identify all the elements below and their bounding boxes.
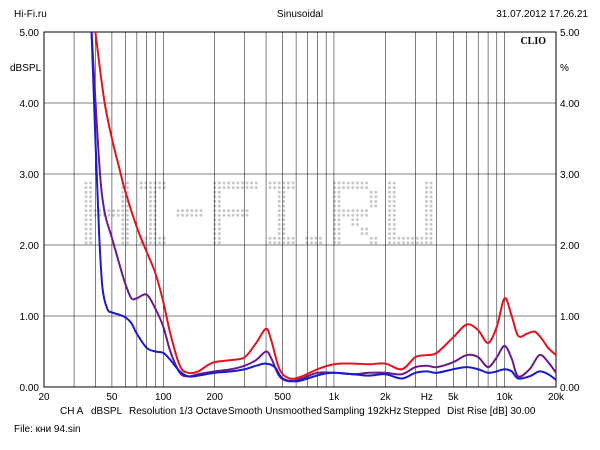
x-tick-label: 10k: [497, 392, 514, 403]
settings-label: CH A: [60, 406, 84, 417]
brand-label: CLIO: [520, 36, 546, 47]
series-line-blue: [90, 31, 557, 383]
x-tick-label: 1k: [329, 392, 341, 403]
settings-label: dBSPL: [91, 406, 123, 417]
plot-frame: [43, 31, 557, 388]
y-tick-label-right: 1.00: [560, 312, 580, 323]
file-label: File: кни 94.sin: [14, 424, 81, 435]
series-group: [90, 31, 557, 383]
y-tick-label-left: 0.00: [20, 383, 40, 394]
y-tick-label-left: 4.00: [20, 99, 40, 110]
y-tick-label-right: 4.00: [560, 99, 580, 110]
y-tick-label-right: 0.00: [560, 383, 580, 394]
settings-label: Sampling 192kHz: [323, 406, 401, 417]
settings-label: Dist Rise [dB] 30.00: [447, 406, 536, 417]
series-line-purple: [90, 31, 557, 383]
settings-label: Smooth Unsmoothed: [228, 406, 322, 417]
x-tick-label: 50: [106, 392, 118, 403]
y-tick-label-right: 5.00: [560, 28, 580, 39]
series-line-red: [94, 31, 557, 380]
y-tick-label-right: 2.00: [560, 241, 580, 252]
x-tick-label: Hz: [421, 392, 433, 403]
x-tick-label: 100: [155, 392, 172, 403]
x-tick-label: 5k: [448, 392, 460, 403]
x-tick-label: 2k: [380, 392, 392, 403]
x-tick-label: 500: [274, 392, 291, 403]
x-tick-label: 20k: [548, 392, 565, 403]
settings-label: Stepped: [403, 406, 440, 417]
x-tick-label: 200: [206, 392, 223, 403]
x-tick-label: 20: [38, 392, 50, 403]
header-site: Hi-Fi.ru: [14, 9, 47, 20]
y-axis-label-left: dBSPL: [10, 63, 42, 74]
header-title: Sinusoidal: [276, 9, 324, 20]
y-axis-label-right: %: [560, 63, 569, 74]
y-tick-label-left: 1.00: [20, 312, 40, 323]
watermark: [84, 181, 433, 245]
header-timestamp: 31.07.2012 17.26.21: [496, 9, 588, 20]
settings-label: Resolution 1/3 Octave: [129, 406, 228, 417]
grid: [43, 31, 557, 388]
tick-labels: 0.00 1.00 2.00 3.00 4.00 5.00 0.00 1.00 2.00 3.00…: [20, 28, 580, 417]
y-tick-label-right: 3.00: [560, 170, 580, 181]
y-tick-label-left: 5.00: [20, 28, 40, 39]
y-tick-label-left: 3.00: [20, 170, 40, 181]
y-tick-label-left: 2.00: [20, 241, 40, 252]
